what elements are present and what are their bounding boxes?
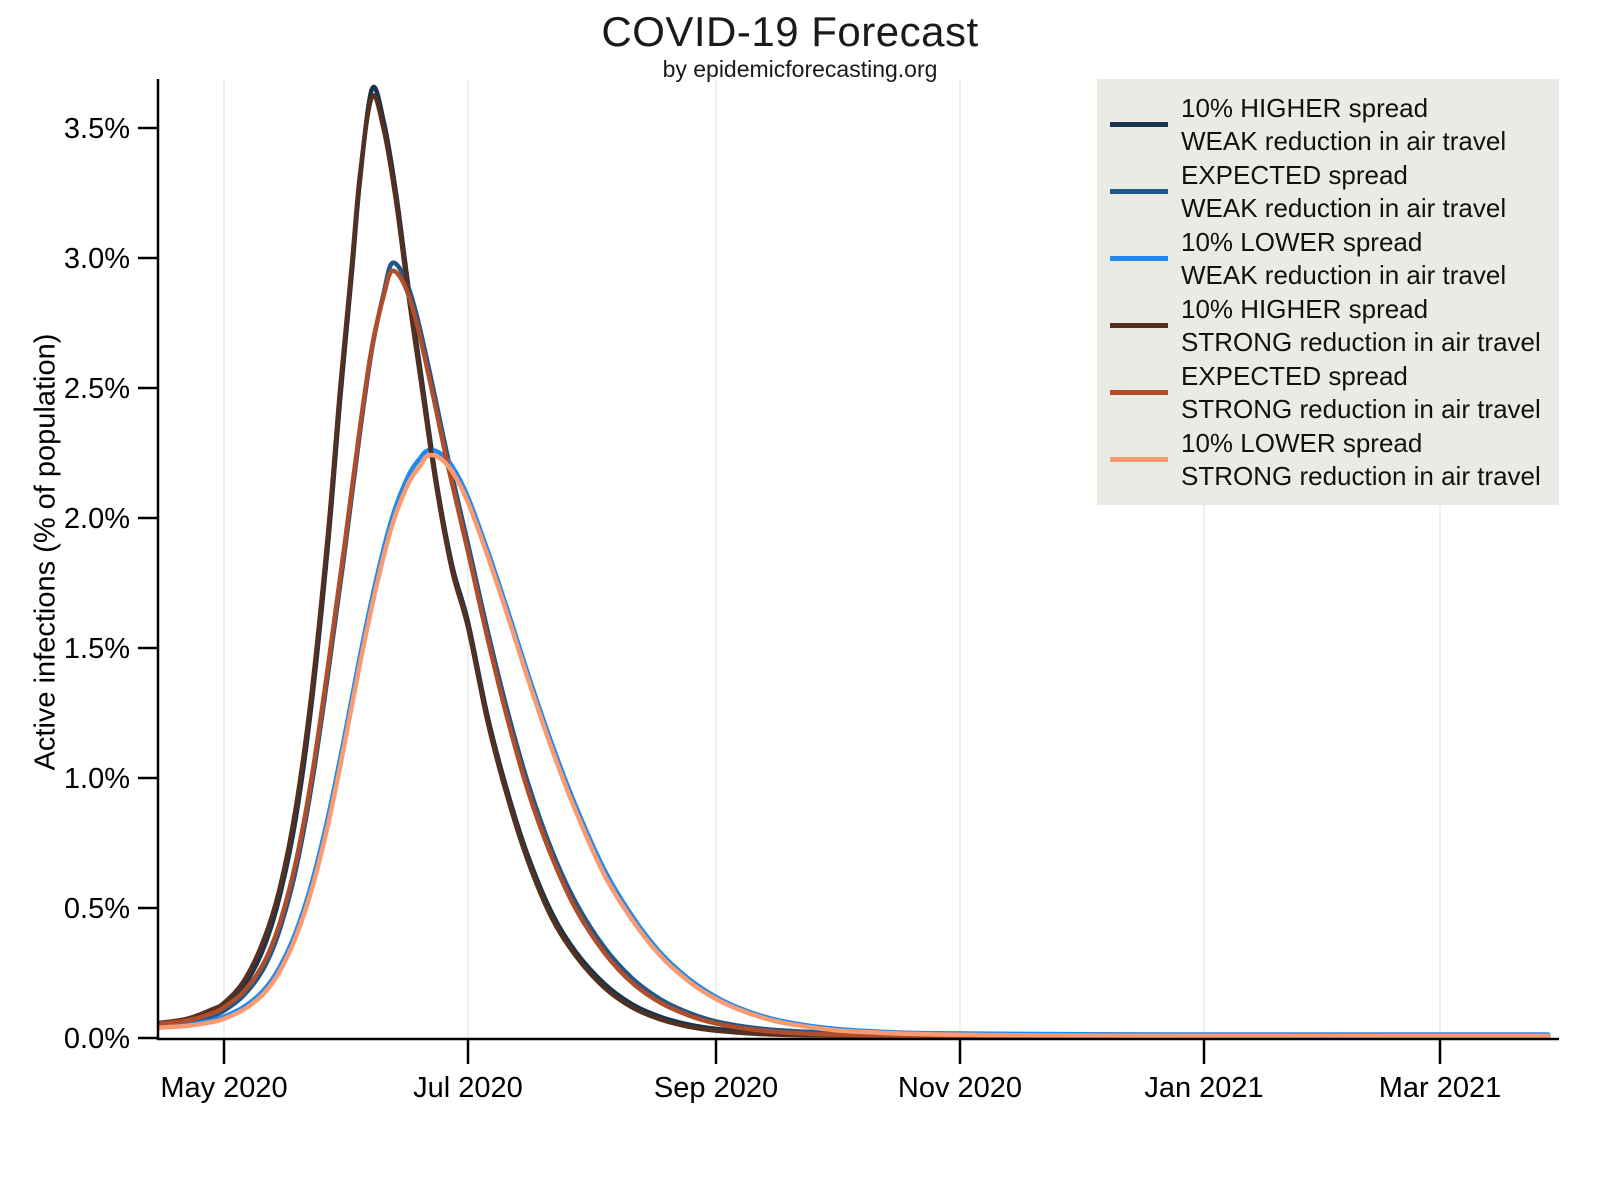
legend-item-lower_strong: 10% LOWER spread STRONG reduction in air … xyxy=(1097,426,1559,493)
y-tick-label: 0.5% xyxy=(64,893,130,925)
y-tick-label: 0.0% xyxy=(64,1023,130,1055)
legend-swatch-expected_strong xyxy=(1110,390,1168,395)
y-tick-label: 2.5% xyxy=(64,373,130,405)
y-tick-label: 2.0% xyxy=(64,503,130,535)
x-tick-label: Jul 2020 xyxy=(413,1072,523,1104)
legend-label-line2: WEAK reduction in air travel xyxy=(1181,259,1507,290)
x-tick-label: May 2020 xyxy=(160,1072,287,1104)
y-tick-label: 1.5% xyxy=(64,633,130,665)
legend: 10% HIGHER spread WEAK reduction in air t… xyxy=(1097,79,1559,505)
series-line-lower_weak xyxy=(157,447,1551,1037)
legend-swatch-col xyxy=(1097,323,1181,328)
chart-title: COVID-19 Forecast xyxy=(601,8,979,55)
series-line-lower_strong xyxy=(157,452,1551,1039)
legend-swatch-col xyxy=(1097,390,1181,395)
y-tick-label: 3.0% xyxy=(64,243,130,275)
legend-swatch-lower_weak xyxy=(1110,256,1168,261)
legend-swatch-lower_strong xyxy=(1110,457,1168,462)
legend-label-line1: 10% HIGHER spread xyxy=(1181,92,1429,123)
legend-swatch-expected_weak xyxy=(1110,189,1168,194)
x-tick-label: Jan 2021 xyxy=(1144,1072,1263,1104)
y-tick-label: 1.0% xyxy=(64,763,130,795)
legend-item-expected_strong: EXPECTED spread STRONG reduction in air t… xyxy=(1097,359,1559,426)
x-tick-label: Mar 2021 xyxy=(1379,1072,1502,1104)
legend-swatch-higher_strong xyxy=(1110,323,1168,328)
legend-label-line2: WEAK reduction in air travel xyxy=(1181,125,1507,156)
legend-label-line1: 10% LOWER spread xyxy=(1181,427,1423,458)
x-tick-label: Nov 2020 xyxy=(898,1072,1022,1104)
series-line-expected_strong xyxy=(157,268,1551,1039)
legend-label-lower_strong: 10% LOWER spread STRONG reduction in air … xyxy=(1181,427,1541,493)
legend-item-higher_strong: 10% HIGHER spread STRONG reduction in air… xyxy=(1097,292,1559,359)
legend-item-higher_weak: 10% HIGHER spread WEAK reduction in air t… xyxy=(1097,91,1559,158)
legend-label-line2: STRONG reduction in air travel xyxy=(1181,326,1541,357)
legend-label-lower_weak: 10% LOWER spread WEAK reduction in air tr… xyxy=(1181,226,1506,292)
legend-swatch-col xyxy=(1097,189,1181,194)
x-tick-label: Sep 2020 xyxy=(654,1072,778,1104)
legend-label-higher_strong: 10% HIGHER spread STRONG reduction in air… xyxy=(1181,293,1541,359)
legend-label-line1: EXPECTED spread xyxy=(1181,360,1408,391)
legend-label-expected_strong: EXPECTED spread STRONG reduction in air t… xyxy=(1181,360,1541,426)
legend-item-lower_weak: 10% LOWER spread WEAK reduction in air tr… xyxy=(1097,225,1559,292)
legend-label-line1: 10% HIGHER spread xyxy=(1181,293,1429,324)
legend-label-line2: WEAK reduction in air travel xyxy=(1181,192,1507,223)
legend-label-line2: STRONG reduction in air travel xyxy=(1181,460,1541,491)
legend-label-line2: STRONG reduction in air travel xyxy=(1181,393,1541,424)
legend-label-line1: 10% LOWER spread xyxy=(1181,226,1423,257)
legend-swatch-col xyxy=(1097,256,1181,261)
legend-label-expected_weak: EXPECTED spread WEAK reduction in air tra… xyxy=(1181,159,1506,225)
legend-swatch-col xyxy=(1097,457,1181,462)
legend-label-higher_weak: 10% HIGHER spread WEAK reduction in air t… xyxy=(1181,92,1506,158)
legend-swatch-higher_weak xyxy=(1110,122,1168,127)
legend-label-line1: EXPECTED spread xyxy=(1181,159,1408,190)
y-tick-label: 3.5% xyxy=(64,113,130,145)
legend-item-expected_weak: EXPECTED spread WEAK reduction in air tra… xyxy=(1097,158,1559,225)
legend-swatch-col xyxy=(1097,122,1181,127)
chart-subtitle: by epidemicforecasting.org xyxy=(662,56,938,82)
